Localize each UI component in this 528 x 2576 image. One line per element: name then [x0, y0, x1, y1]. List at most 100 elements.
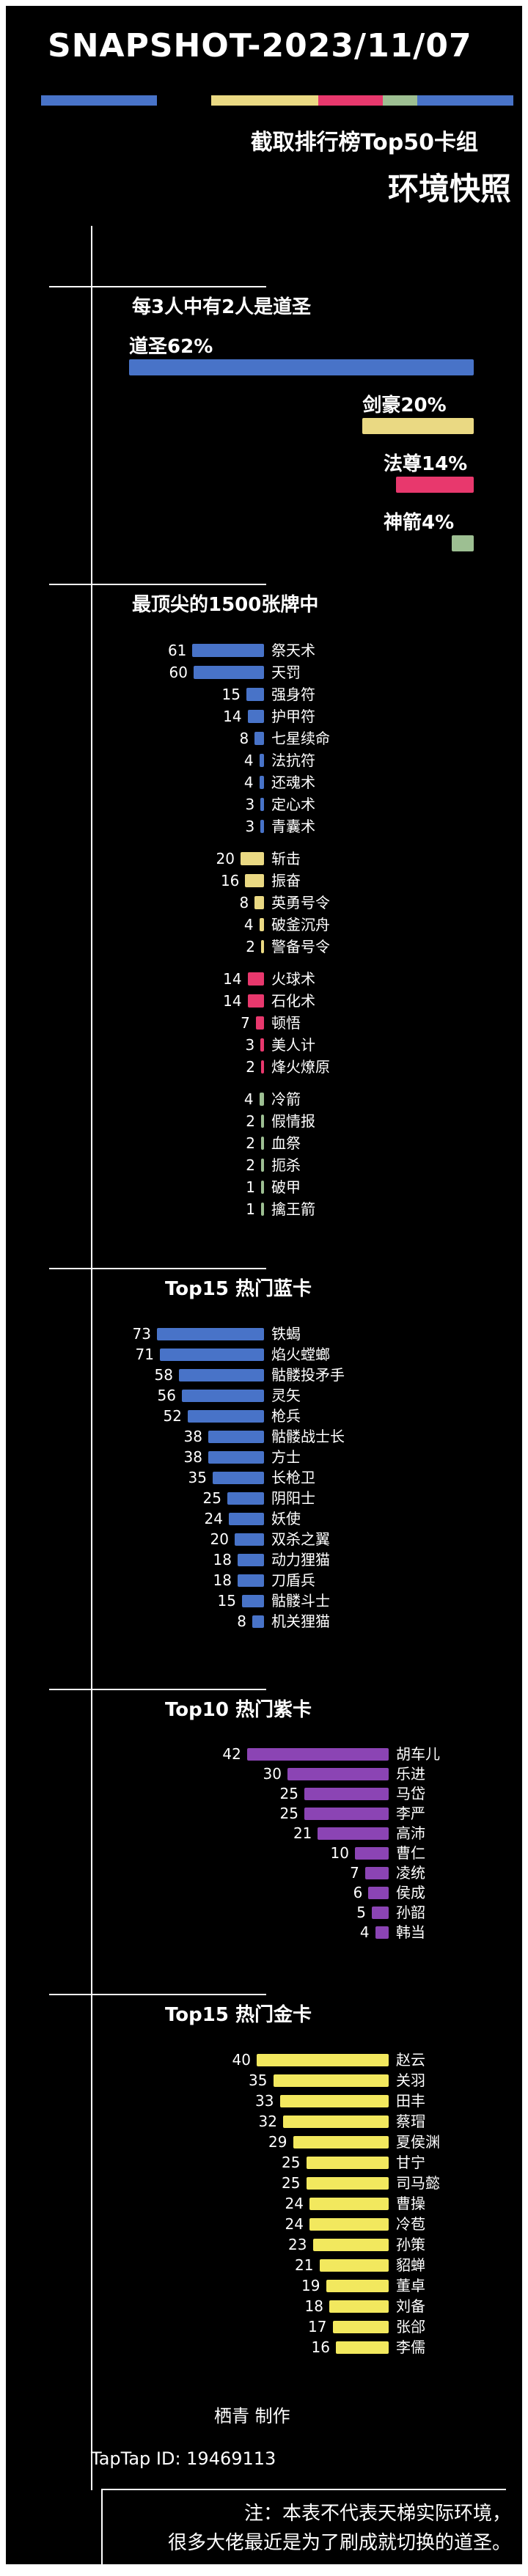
bar-row: 33 田丰	[6, 2091, 522, 2111]
bar-value: 42	[222, 1745, 241, 1763]
bar-row: 25 甘宁	[6, 2152, 522, 2173]
bar	[326, 2279, 389, 2292]
bar	[182, 1389, 264, 1402]
bar-value: 35	[188, 1469, 207, 1486]
bar-label: 英勇号令	[271, 894, 330, 911]
bar-value: 4	[243, 916, 254, 933]
bar-value: 3	[245, 1036, 255, 1054]
bar-row: 4 破釜沉舟	[6, 914, 522, 936]
section-title-cards: 最顶尖的1500张牌中	[132, 594, 319, 616]
stripe-gap	[157, 95, 211, 106]
section-title-purple: Top10 热门紫卡	[165, 1699, 312, 1721]
bar	[188, 1409, 264, 1423]
bar-row: 2 扼杀	[6, 1154, 522, 1176]
group-gap	[6, 1078, 522, 1088]
bar-value: 1	[246, 1178, 255, 1196]
bar-label: 胡车儿	[396, 1745, 440, 1763]
bar-row: 3 美人计	[6, 1034, 522, 1056]
subtitle: 截取排行榜Top50卡组	[250, 130, 478, 155]
bar-label: 机关狸猫	[271, 1612, 330, 1630]
bar-value: 15	[217, 1592, 236, 1610]
class-bar-label: 法尊14%	[384, 453, 468, 475]
bar	[306, 2176, 389, 2190]
bar-value: 2	[246, 1112, 255, 1130]
bar	[235, 1533, 264, 1546]
bar-value: 3	[245, 818, 255, 835]
bar-label: 七星续命	[271, 730, 330, 747]
bar	[241, 852, 264, 865]
bar-row: 61 祭天术	[6, 639, 522, 661]
bar-label: 冷箭	[271, 1090, 301, 1108]
bar-row: 2 血祭	[6, 1132, 522, 1154]
bar-row: 35 关羽	[6, 2070, 522, 2091]
bar	[273, 2074, 389, 2087]
bar-label: 双杀之翼	[271, 1530, 330, 1548]
bar	[254, 896, 264, 909]
bar	[238, 1553, 264, 1566]
bar-row: 18 刘备	[6, 2296, 522, 2316]
footer: 栖青 制作 TapTap ID: 19469113	[6, 2404, 522, 2470]
bar-value: 25	[282, 2174, 301, 2192]
bar-label: 马岱	[396, 1785, 425, 1802]
bar-label: 顿悟	[271, 1014, 301, 1032]
stripe-segment	[211, 95, 318, 106]
bar-label: 烽火燎原	[271, 1058, 330, 1076]
bar-row: 25 李严	[6, 1804, 522, 1824]
class-bar	[451, 535, 474, 551]
bar	[208, 1450, 264, 1464]
note-block: 注：本表不代表天梯实际环境， 很多大佬最近是为了刷成就切换的道圣。	[6, 2489, 522, 2558]
bar-label: 破甲	[271, 1178, 301, 1196]
bar-value: 56	[157, 1387, 176, 1404]
bar-label: 石化术	[271, 992, 315, 1010]
bar	[259, 776, 264, 789]
bar-label: 护甲符	[271, 708, 315, 725]
bar-value: 32	[258, 2113, 277, 2130]
bar-label: 血祭	[271, 1134, 301, 1152]
bar-value: 17	[308, 2318, 327, 2335]
bar-value: 14	[223, 708, 242, 725]
bar	[229, 1512, 264, 1525]
class-bar	[362, 418, 474, 434]
bar-value: 25	[282, 2154, 301, 2171]
bar-row: 14 火球术	[6, 968, 522, 990]
bar-value: 20	[216, 850, 235, 867]
bar	[261, 1203, 264, 1216]
bar-row: 29 夏侯渊	[6, 2132, 522, 2152]
bar-label: 祭天术	[271, 642, 315, 659]
bar-value: 6	[353, 1884, 363, 1901]
bar-value: 4	[243, 774, 254, 791]
bar	[238, 1574, 264, 1587]
bar-row: 21 貂蝉	[6, 2255, 522, 2275]
stripe-segment	[41, 95, 157, 106]
bar-row: 42 胡车儿	[6, 1744, 522, 1764]
bar-row: 6 侯成	[6, 1883, 522, 1903]
bar-label: 曹操	[396, 2195, 425, 2212]
bar-row: 7 顿悟	[6, 1012, 522, 1034]
bar-value: 58	[154, 1366, 173, 1384]
bar	[160, 1348, 264, 1361]
bar-value: 21	[295, 2256, 314, 2274]
bar-label: 青囊术	[271, 818, 315, 835]
bar-row: 20 斩击	[6, 848, 522, 870]
bar-label: 李严	[396, 1805, 425, 1822]
bar-row: 7 凌统	[6, 1863, 522, 1883]
bar-value: 18	[304, 2297, 323, 2315]
bar	[368, 1887, 389, 1899]
bar	[252, 1615, 264, 1628]
bar-value: 4	[243, 752, 254, 769]
left-axis-line	[91, 226, 92, 2490]
bar-label: 妖使	[271, 1510, 301, 1527]
bar-value: 2	[246, 1156, 255, 1174]
bar-label: 动力狸猫	[271, 1551, 330, 1568]
bar-label: 夏侯渊	[396, 2133, 440, 2151]
section-divider	[49, 1268, 266, 1269]
bar-value: 24	[285, 2195, 304, 2212]
section-divider	[49, 1689, 266, 1690]
bar-row: 40 赵云	[6, 2050, 522, 2070]
bar	[246, 1748, 389, 1761]
bar-label: 法抗符	[271, 752, 315, 769]
bar-value: 18	[213, 1571, 232, 1589]
bar-row: 2 烽火燎原	[6, 1056, 522, 1078]
bar-label: 韩当	[396, 1923, 425, 1941]
note-divider	[101, 2489, 506, 2490]
